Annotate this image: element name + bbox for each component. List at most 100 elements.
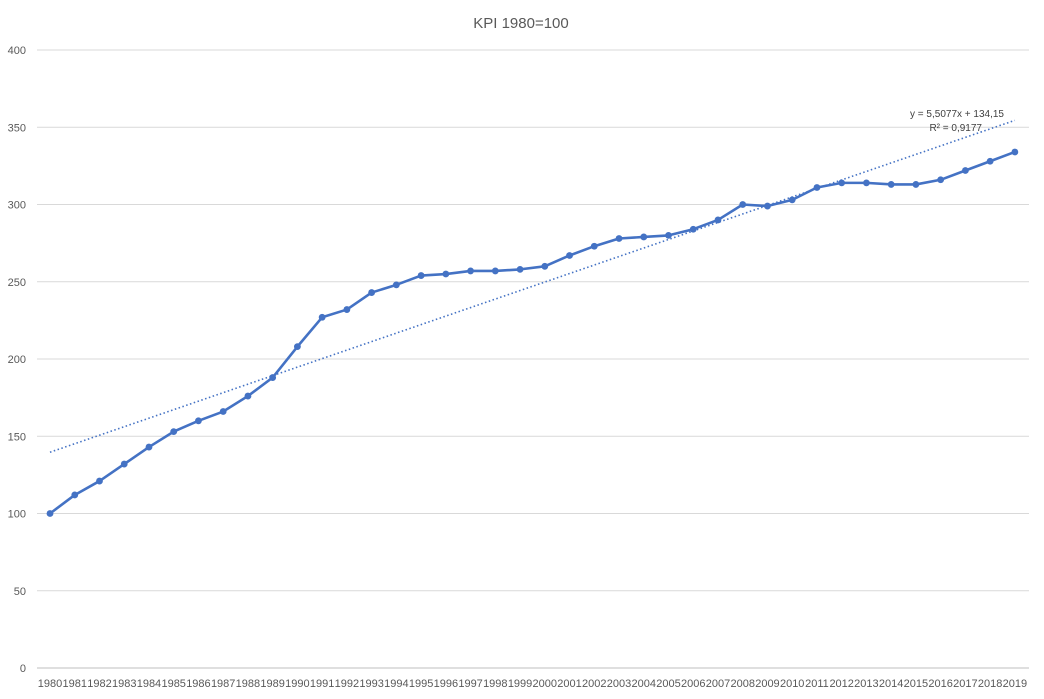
x-tick-label: 2014 [879,678,903,690]
data-point [442,270,450,278]
y-tick-label: 400 [8,45,26,57]
x-tick-label: 1988 [236,678,260,690]
x-tick-label: 1991 [310,678,334,690]
x-tick-label: 1990 [285,678,309,690]
x-tick-label: 2010 [780,678,804,690]
data-point [1011,148,1019,156]
x-tick-label: 2015 [904,678,928,690]
data-point [665,232,672,239]
data-point [71,491,79,499]
data-point [219,408,227,415]
x-tick-label: 1987 [211,678,235,690]
data-point [294,343,301,351]
x-tick-label: 1982 [87,678,111,690]
data-point [145,443,153,451]
data-point [813,184,821,191]
trendline-layer [49,119,1016,453]
data-point [961,167,969,174]
data-point [467,267,474,275]
x-tick-label: 2012 [829,678,853,690]
x-tick-label: 2009 [755,678,779,690]
data-point [96,477,103,485]
x-tick-label: 2019 [1003,678,1027,690]
x-tick-label: 1998 [483,678,507,690]
data-point [516,265,524,273]
y-tick-label: 350 [8,122,26,134]
x-tick-label: 1981 [62,678,86,690]
trendline-r-squared: R² = 0,9177 [929,123,982,134]
data-point [764,202,771,210]
y-tick-label: 250 [8,277,26,289]
data-point [937,176,945,184]
x-tick-label: 2011 [805,678,829,690]
y-tick-label: 300 [8,200,26,212]
data-point [417,272,425,279]
data-point [838,179,846,187]
x-tick-label: 1986 [186,678,210,690]
x-tick-label: 1997 [458,678,482,690]
y-tick-label: 0 [20,663,26,675]
gridlines [37,49,1029,669]
x-tick-label: 1994 [384,678,408,690]
data-point [46,510,54,517]
y-tick-label: 150 [8,431,26,443]
data-point [170,428,178,436]
trendline-labels: y = 5,5077x + 134,15 R² = 0,9177 [910,109,1004,134]
x-tick-label: 1992 [335,678,359,690]
x-tick-label: 1985 [161,678,185,690]
series-layer [46,148,1019,517]
x-tick-label: 1993 [359,678,383,690]
x-tick-label: 1999 [508,678,532,690]
x-tick-label: 1980 [38,678,62,690]
data-point [566,252,573,259]
data-point [739,201,747,208]
x-tick-label: 1984 [137,678,161,690]
data-point [912,181,920,188]
data-point [318,313,326,321]
x-tick-label: 2016 [928,678,952,690]
data-point [986,157,994,165]
data-point [590,242,598,250]
trendline [49,119,1016,453]
data-point [269,374,277,381]
x-tick-label: 2004 [632,678,656,690]
y-tick-label: 100 [8,509,26,521]
x-tick-label: 2018 [978,678,1002,690]
data-point [541,262,549,270]
y-axis-ticks: 0 50 100 150 200 250 300 350 400 [8,45,26,675]
x-tick-label: 2007 [706,678,730,690]
x-tick-label: 2003 [607,678,631,690]
chart-title: KPI 1980=100 [473,15,569,32]
x-tick-label: 2017 [953,678,977,690]
x-tick-label: 1996 [434,678,458,690]
x-tick-label: 2001 [557,678,581,690]
data-point [392,281,400,289]
data-point [863,179,870,187]
data-point [714,216,722,224]
data-point [788,196,796,204]
x-tick-label: 2006 [681,678,705,690]
data-point [887,181,895,188]
x-tick-label: 2002 [582,678,606,690]
data-point [195,417,202,425]
data-point [640,233,648,241]
trendline-equation: y = 5,5077x + 134,15 [910,109,1004,120]
y-tick-label: 50 [14,586,26,598]
y-tick-label: 200 [8,354,26,366]
x-tick-label: 2005 [656,678,680,690]
x-tick-label: 2013 [854,678,878,690]
data-point [343,306,351,313]
x-tick-label: 1989 [260,678,284,690]
series-line [48,150,1017,515]
data-point [491,267,499,275]
x-tick-label: 1995 [409,678,433,690]
x-tick-label: 2008 [730,678,754,690]
x-tick-label: 2000 [533,678,557,690]
x-axis-ticks: 1980 1981 1982 1983 1984 1985 1986 1987 1988 1989… [38,678,1027,690]
data-point [615,235,623,242]
data-point [120,460,128,468]
data-point [244,392,252,400]
data-point [689,225,697,233]
